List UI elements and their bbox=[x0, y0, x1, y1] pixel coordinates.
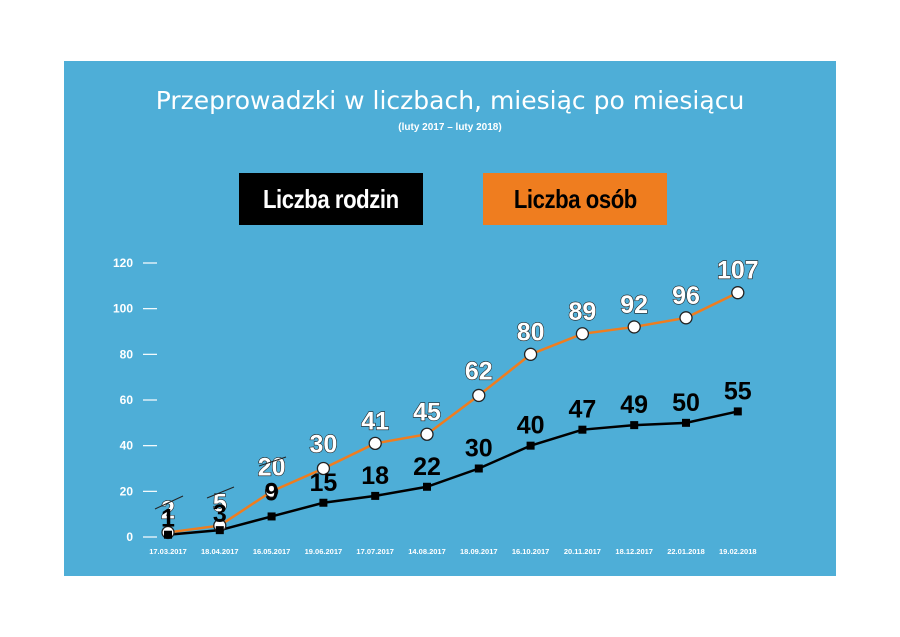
data-label-people: 41 bbox=[361, 407, 389, 435]
x-tick-label: 18.12.2017 bbox=[615, 547, 653, 556]
x-tick-label: 22.01.2018 bbox=[667, 547, 705, 556]
legend-item-people: Liczba osób bbox=[483, 173, 667, 225]
data-label-families: 55 bbox=[724, 377, 752, 405]
data-label-people: 80 bbox=[517, 318, 545, 346]
data-label-families: 1 bbox=[161, 505, 175, 533]
x-tick-label: 17.03.2017 bbox=[149, 547, 187, 556]
y-tick-label: 60 bbox=[120, 393, 134, 407]
data-label-families: 15 bbox=[309, 469, 337, 497]
point-families bbox=[319, 498, 328, 507]
label-leader bbox=[154, 495, 184, 510]
point-people bbox=[523, 347, 538, 361]
point-families bbox=[682, 418, 690, 427]
legend-item-families: Liczba rodzin bbox=[239, 173, 423, 225]
y-tick-label: 100 bbox=[113, 302, 133, 316]
label-leader bbox=[206, 486, 235, 499]
data-label-people: 92 bbox=[620, 291, 648, 319]
point-families bbox=[474, 464, 483, 473]
data-label-families: 9 bbox=[265, 478, 279, 506]
y-tick-label: 120 bbox=[113, 256, 133, 270]
chart-subtitle: (luty 2017 – luty 2018) bbox=[398, 122, 502, 133]
point-people bbox=[575, 327, 590, 341]
point-families bbox=[215, 526, 224, 535]
x-tick-label: 17.07.2017 bbox=[356, 547, 394, 556]
point-people bbox=[731, 286, 745, 300]
point-families bbox=[578, 425, 587, 434]
data-label-people: 30 bbox=[309, 431, 337, 459]
chart-title: Przeprowadzki w liczbach, miesiąc po mie… bbox=[155, 86, 745, 115]
x-tick-label: 19.06.2017 bbox=[305, 547, 343, 556]
data-label-families: 18 bbox=[361, 462, 389, 490]
x-tick-label: 14.08.2017 bbox=[408, 547, 446, 556]
label-leader bbox=[258, 456, 287, 467]
point-people bbox=[627, 320, 641, 334]
data-label-people: 62 bbox=[465, 357, 493, 385]
data-label-people: 5 bbox=[213, 490, 227, 518]
data-label-families: 49 bbox=[620, 391, 648, 419]
point-people bbox=[316, 461, 331, 476]
data-label-families: 22 bbox=[413, 453, 441, 481]
data-label-people: 2 bbox=[161, 496, 175, 524]
point-people bbox=[472, 388, 486, 403]
data-label-people: 89 bbox=[568, 298, 596, 326]
data-label-people: 107 bbox=[717, 257, 759, 285]
data-label-people: 96 bbox=[672, 282, 700, 310]
y-tick-label: 20 bbox=[120, 484, 134, 498]
data-label-families: 47 bbox=[568, 396, 596, 424]
series-line-people bbox=[167, 291, 739, 534]
x-tick-label: 20.11.2017 bbox=[564, 547, 601, 556]
point-families bbox=[164, 530, 172, 539]
point-families bbox=[423, 482, 431, 491]
point-people bbox=[368, 436, 382, 451]
data-label-families: 50 bbox=[672, 389, 700, 417]
point-families bbox=[526, 441, 535, 450]
x-tick-label: 18.04.2017 bbox=[201, 547, 239, 556]
x-tick-label: 16.10.2017 bbox=[512, 547, 550, 556]
y-tick-label: 0 bbox=[126, 530, 133, 544]
data-label-people: 45 bbox=[413, 398, 441, 426]
y-tick-label: 80 bbox=[120, 347, 134, 361]
x-tick-label: 18.09.2017 bbox=[460, 547, 498, 556]
data-label-families: 30 bbox=[465, 435, 493, 463]
data-label-families: 3 bbox=[213, 500, 227, 528]
y-tick-label: 40 bbox=[120, 439, 134, 453]
point-people bbox=[264, 484, 279, 498]
data-label-families: 40 bbox=[517, 412, 545, 440]
point-people bbox=[420, 427, 434, 441]
legend-label-people: Liczba osób bbox=[513, 184, 637, 214]
legend-label-families: Liczba rodzin bbox=[263, 184, 399, 214]
data-label-people: 20 bbox=[258, 453, 286, 481]
series-line-families bbox=[167, 410, 739, 536]
point-people bbox=[679, 311, 693, 325]
x-tick-label: 19.02.2018 bbox=[719, 547, 757, 556]
point-families bbox=[371, 491, 380, 500]
chart-background bbox=[64, 61, 836, 576]
point-families bbox=[267, 512, 276, 521]
point-families bbox=[630, 421, 639, 430]
x-tick-label: 16.05.2017 bbox=[253, 547, 291, 556]
point-families bbox=[733, 407, 742, 416]
